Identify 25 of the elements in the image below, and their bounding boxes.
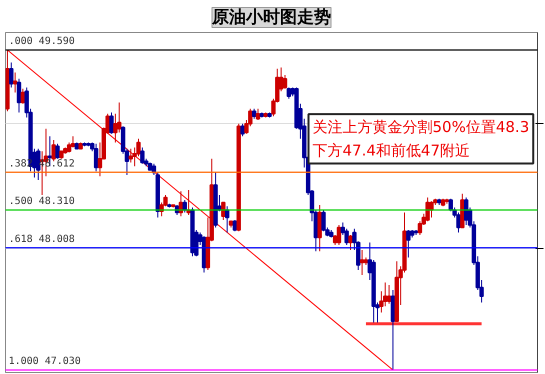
candlestick: [425, 197, 430, 222]
annotation: 关注上方黄金分割50%位置48.3 下方47.4和前低47附近: [312, 118, 530, 160]
ref-line-label: .500 48.310: [8, 196, 75, 207]
candlestick: [360, 250, 364, 276]
candlestick: [256, 108, 260, 120]
ref-line-label: .000 49.590: [8, 36, 75, 47]
candlestick: [9, 62, 14, 88]
ref-line-label: .618 48.008: [8, 234, 75, 245]
candlestick: [232, 220, 238, 232]
chart-title: 原油小时图走势: [211, 8, 331, 28]
candlestick: [336, 224, 342, 246]
candlestick: [286, 87, 292, 100]
candlestick: [182, 200, 187, 213]
candlestick: [94, 143, 98, 172]
candlestick: [252, 108, 256, 120]
candlestick: [20, 88, 26, 104]
candlestick: [406, 230, 411, 258]
ref-line-label: 1.000 47.030: [8, 356, 81, 367]
candlestick: [282, 74, 288, 90]
candlestick: [12, 72, 18, 93]
candlestick: [224, 206, 230, 233]
candlestick: [128, 148, 133, 163]
candlestick: [464, 197, 468, 226]
candlestick: [221, 202, 226, 220]
candlestick: [140, 147, 145, 164]
